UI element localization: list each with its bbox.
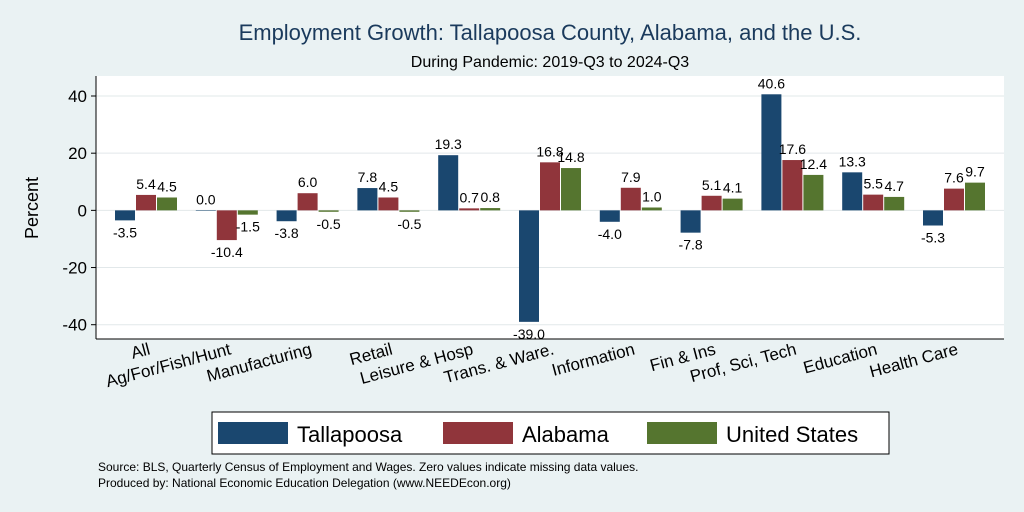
data-label: -3.8 xyxy=(275,225,299,241)
bar-united-states xyxy=(157,197,177,211)
bar-tallapoosa xyxy=(115,210,135,221)
category-label: All xyxy=(129,340,152,363)
bar-united-states xyxy=(480,208,501,211)
bar-united-states xyxy=(399,210,420,212)
data-label: -0.5 xyxy=(397,216,421,232)
legend-box xyxy=(211,411,890,455)
data-label: 5.5 xyxy=(863,176,883,192)
data-label: 4.7 xyxy=(884,178,904,194)
bar-alabama xyxy=(540,162,560,211)
data-label: 7.9 xyxy=(621,169,641,185)
data-label: -10.4 xyxy=(211,244,243,260)
y-axis: -40 -20 0 20 40 xyxy=(62,76,97,339)
bar-united-states xyxy=(641,207,662,211)
data-label: 0.0 xyxy=(196,191,216,207)
bar-tallapoosa xyxy=(276,210,297,222)
bar-united-states xyxy=(965,182,985,211)
data-label: 1.0 xyxy=(642,189,662,205)
data-label: 7.6 xyxy=(944,170,964,186)
bar-tallapoosa xyxy=(842,172,863,211)
bar-alabama xyxy=(378,197,399,211)
data-label: 0.8 xyxy=(480,189,500,205)
data-label: -0.5 xyxy=(317,216,341,232)
data-label: 4.1 xyxy=(723,180,743,196)
data-label: 19.3 xyxy=(435,136,462,152)
legend-swatch xyxy=(443,422,513,444)
data-label: 5.4 xyxy=(136,176,156,192)
legend: Tallapoosa Alabama United States xyxy=(211,411,890,455)
produced-note: Produced by: National Economic Education… xyxy=(98,476,511,490)
data-label: -3.5 xyxy=(113,224,137,240)
data-labels: -3.5 0.0 -3.8 7.8 19.3 -39.0 -4.0 -7.8 40.6 13.3 -… xyxy=(113,75,985,342)
bars xyxy=(115,94,985,322)
bar-united-states xyxy=(803,174,824,211)
y-tick-label: 20 xyxy=(68,144,87,163)
bar-united-states xyxy=(722,198,743,211)
bar-alabama xyxy=(297,193,318,211)
bar-alabama xyxy=(136,194,156,211)
data-label: 0.7 xyxy=(459,189,479,205)
bar-united-states xyxy=(237,210,258,215)
legend-swatch xyxy=(647,422,717,444)
bar-alabama xyxy=(944,188,964,211)
y-tick-label: 40 xyxy=(68,87,87,106)
bar-tallapoosa xyxy=(357,188,378,211)
bar-tallapoosa xyxy=(923,210,943,226)
bar-alabama xyxy=(863,194,884,211)
y-tick-label: -20 xyxy=(62,259,87,278)
data-label: -39.0 xyxy=(513,326,545,342)
data-label: -4.0 xyxy=(598,226,622,242)
data-label: 4.5 xyxy=(157,178,177,194)
data-label: 40.6 xyxy=(758,75,785,91)
bar-alabama xyxy=(459,208,480,211)
category-label: Education xyxy=(801,340,879,378)
bar-alabama xyxy=(782,160,803,211)
bar-tallapoosa xyxy=(599,210,620,222)
data-label: 5.1 xyxy=(702,177,722,193)
bar-united-states xyxy=(318,210,339,212)
data-label: 9.7 xyxy=(965,164,985,180)
category-label: Information xyxy=(550,340,637,380)
data-label: -7.8 xyxy=(679,237,703,253)
category-label: Health Care xyxy=(867,340,960,382)
data-label: 17.6 xyxy=(779,141,806,157)
data-label: -5.3 xyxy=(921,230,945,246)
data-label: 6.0 xyxy=(298,174,318,190)
source-note: Source: BLS, Quarterly Census of Employm… xyxy=(98,460,638,474)
bar-alabama xyxy=(701,195,722,211)
data-label: 13.3 xyxy=(839,153,866,169)
legend-label: United States xyxy=(726,422,858,447)
bar-alabama xyxy=(216,210,237,241)
y-tick-label: -40 xyxy=(62,316,87,335)
bar-alabama xyxy=(620,187,641,211)
y-axis-label: Percent xyxy=(22,177,42,239)
chart-title: Employment Growth: Tallapoosa County, Al… xyxy=(239,20,862,45)
bar-tallapoosa xyxy=(519,210,539,322)
bar-tallapoosa xyxy=(680,210,701,233)
data-label: 14.8 xyxy=(557,149,584,165)
bar-tallapoosa xyxy=(761,94,782,211)
y-tick-label: 0 xyxy=(78,201,87,220)
bar-tallapoosa xyxy=(438,155,459,211)
legend-swatch xyxy=(218,422,288,444)
bar-united-states xyxy=(561,168,581,211)
data-label: 7.8 xyxy=(358,169,378,185)
legend-label: Alabama xyxy=(522,422,610,447)
data-label: 16.8 xyxy=(536,143,563,159)
data-label: 12.4 xyxy=(800,156,827,172)
bar-united-states xyxy=(884,196,905,211)
chart-subtitle: During Pandemic: 2019-Q3 to 2024-Q3 xyxy=(411,54,689,71)
data-label: -1.5 xyxy=(236,219,260,235)
data-label: 4.5 xyxy=(379,178,399,194)
bar-tallapoosa xyxy=(195,210,216,211)
legend-label: Tallapoosa xyxy=(297,422,403,447)
